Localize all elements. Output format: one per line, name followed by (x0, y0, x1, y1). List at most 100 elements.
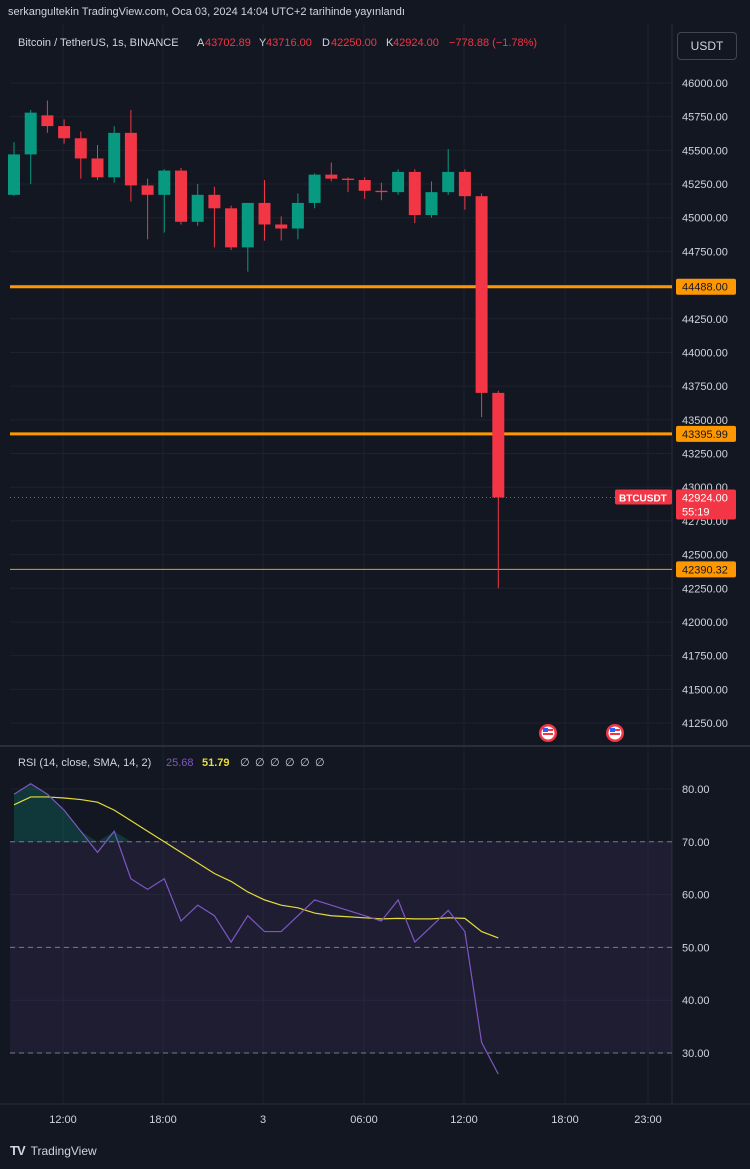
candle-body (392, 171, 405, 193)
time-tick-label: 18:00 (149, 1114, 177, 1126)
level-price-label: 43395.99 (682, 429, 728, 441)
price-tick-label: 45500.00 (682, 145, 728, 157)
time-tick-label: 12:00 (49, 1114, 77, 1126)
tradingview-logo-icon: TV (10, 1143, 26, 1158)
price-tick-label: 44750.00 (682, 246, 728, 258)
candle-body (425, 192, 438, 216)
rsi-axis[interactable]: 80.00 70.00 60.00 50.00 40.00 30.00 (682, 784, 710, 1060)
candle-body (124, 132, 137, 186)
change-value: −778.88 (−1.78%) (449, 37, 537, 49)
rsi-series (10, 783, 672, 1075)
rsi-tick-label: 80.00 (682, 784, 710, 796)
candle-body (58, 126, 71, 139)
us-flag-icon[interactable] (606, 724, 624, 742)
price-tick-label: 45250.00 (682, 179, 728, 191)
close-value: 42924.00 (393, 37, 439, 49)
price-tick-label: 43750.00 (682, 381, 728, 393)
price-tick-label: 45750.00 (682, 112, 728, 124)
symbol-legend[interactable]: Bitcoin / TetherUS, 1s, BINANCE A 43702.… (18, 37, 537, 49)
symbol-tag (615, 489, 672, 505)
candle-body (241, 202, 254, 248)
candle-body (225, 208, 238, 248)
time-axis[interactable]: 12:00 18:00 3 06:00 12:00 18:00 23:00 (49, 1114, 662, 1126)
candle-body (408, 171, 421, 216)
rsi-empty-1: ∅ (240, 757, 250, 769)
price-axis[interactable]: 46000.00 45750.00 45500.00 45250.00 45000.00… (682, 78, 728, 730)
rsi-empty-2: ∅ (255, 757, 265, 769)
price-tick-label: 41750.00 (682, 651, 728, 663)
price-tick-label: 42000.00 (682, 617, 728, 629)
rsi-tick-label: 70.00 (682, 837, 710, 849)
rsi-legend-value: 25.68 (166, 757, 194, 769)
candle-body (325, 174, 338, 179)
rsi-empty-5: ∅ (300, 757, 310, 769)
price-tick-label: 43500.00 (682, 415, 728, 427)
price-labels: 44488.00 43395.99 42390.32 BTCUSDT 42924.00 5… (615, 278, 736, 578)
brand-name: TradingView (30, 1143, 97, 1158)
chart-area[interactable]: 46000.00 45750.00 45500.00 45250.00 45000.00… (0, 24, 750, 1136)
rsi-overbought-fill (14, 783, 499, 842)
candle-body (358, 180, 371, 191)
us-flag-icon[interactable] (539, 724, 557, 742)
rsi-empty-3: ∅ (270, 757, 280, 769)
symbol-tag-label: BTCUSDT (619, 493, 667, 504)
candle-body (208, 194, 221, 209)
candle-body (8, 154, 20, 195)
rsi-line (13, 783, 499, 1075)
symbol-title[interactable]: Bitcoin / TetherUS, 1s, BINANCE (18, 37, 179, 49)
rsi-legend-sma: 51.79 (202, 757, 230, 769)
candle-body (291, 202, 304, 229)
countdown-label: 55:19 (682, 506, 710, 518)
rsi-tick-label: 60.00 (682, 890, 710, 902)
candle-body (342, 178, 354, 181)
time-tick-label: 18:00 (551, 1114, 579, 1126)
price-tick-label: 43250.00 (682, 449, 728, 461)
level-price-tag (676, 561, 736, 578)
high-value: 43716.00 (266, 37, 312, 49)
candle-body (442, 171, 455, 193)
open-value: 43702.89 (205, 37, 251, 49)
rsi-tick-label: 40.00 (682, 995, 710, 1007)
last-price-label: 42924.00 (682, 492, 728, 504)
candle-body (158, 170, 171, 195)
price-tick-label: 46000.00 (682, 78, 728, 90)
open-label: A (197, 37, 205, 49)
price-tick-label: 41250.00 (682, 718, 728, 730)
low-value: 42250.00 (331, 37, 377, 49)
rsi-legend-name[interactable]: RSI (14, close, SMA, 14, 2) (18, 757, 151, 769)
footer-brand[interactable]: TV TradingView (10, 1143, 97, 1158)
rsi-tick-label: 50.00 (682, 942, 710, 954)
rsi-empty-4: ∅ (285, 757, 295, 769)
candle-body (24, 112, 37, 155)
level-price-label: 44488.00 (682, 282, 728, 294)
time-tick-label: 06:00 (350, 1114, 378, 1126)
candle-body (191, 194, 204, 222)
close-label: K (386, 37, 394, 49)
candle-body (275, 224, 288, 229)
horizontal-levels[interactable] (10, 285, 672, 570)
low-label: D (322, 37, 330, 49)
level-price-label: 42390.32 (682, 564, 728, 576)
candle-body (375, 190, 388, 193)
candle-body (108, 132, 121, 178)
rsi-empty-6: ∅ (315, 757, 325, 769)
candle-body (41, 115, 54, 127)
candlestick-series (8, 100, 505, 589)
candle-body (308, 174, 321, 203)
candle-body (141, 185, 154, 195)
price-tick-label: 44000.00 (682, 347, 728, 359)
last-price-tag (676, 489, 736, 520)
candle-body (492, 392, 505, 498)
currency-button[interactable]: USDT (677, 32, 737, 60)
candle-body (475, 196, 488, 393)
price-tick-label: 41500.00 (682, 684, 728, 696)
time-tick-label: 3 (260, 1114, 266, 1126)
rsi-legend[interactable]: RSI (14, close, SMA, 14, 2) 25.68 51.79 … (18, 757, 325, 769)
time-tick-label: 12:00 (450, 1114, 478, 1126)
price-tick-label: 45000.00 (682, 213, 728, 225)
candle-body (175, 170, 187, 222)
price-tick-label: 44250.00 (682, 314, 728, 326)
rsi-sma-line (13, 796, 499, 939)
candle-body (458, 171, 471, 197)
time-tick-label: 23:00 (634, 1114, 662, 1126)
